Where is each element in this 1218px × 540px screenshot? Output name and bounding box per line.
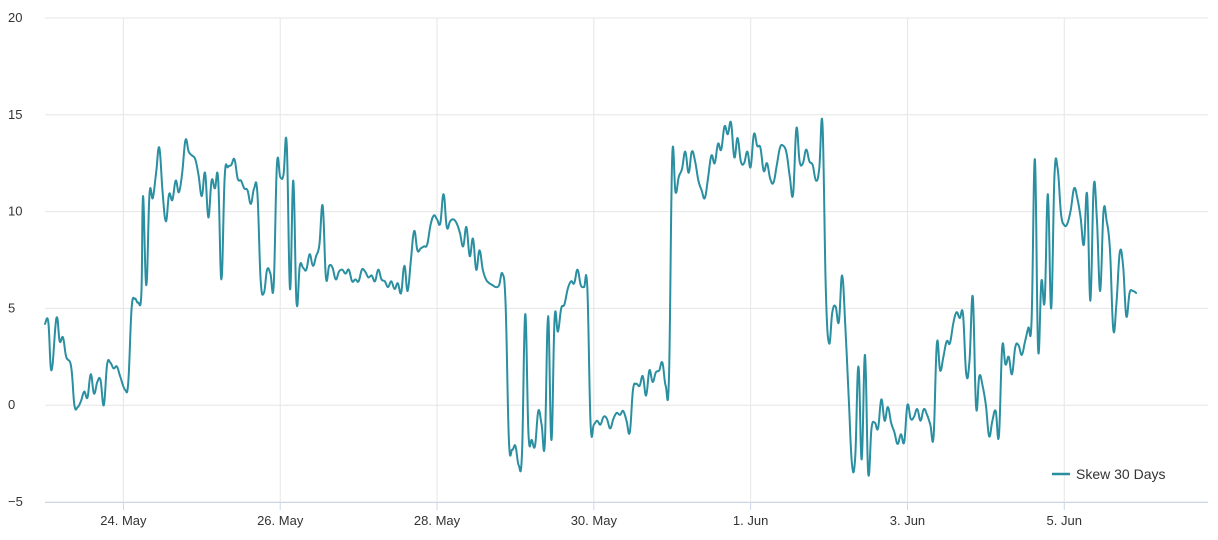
legend-label: Skew 30 Days (1076, 466, 1165, 482)
y-tick-label: 20 (8, 10, 22, 25)
y-tick-label: 5 (8, 300, 15, 315)
x-tick-label: 28. May (414, 513, 461, 528)
y-tick-label: 10 (8, 204, 22, 219)
x-tick-label: 1. Jun (733, 513, 768, 528)
series-line[interactable] (44, 117, 1138, 477)
x-tick-label: 24. May (100, 513, 147, 528)
y-tick-label: 15 (8, 107, 22, 122)
x-tick-label: 26. May (257, 513, 304, 528)
y-tick-label: 0 (8, 397, 15, 412)
grid-lines (45, 17, 1208, 503)
x-tick-label: 30. May (571, 513, 618, 528)
legend[interactable]: Skew 30 Days (1052, 466, 1165, 482)
axes: −5 0 5 10 15 20 24. May 26. May 28. May 30. May 1.… (8, 10, 1208, 528)
x-tick-label: 3. Jun (890, 513, 925, 528)
y-tick-label: −5 (8, 494, 23, 509)
series-layer (44, 117, 1138, 477)
x-tick-label: 5. Jun (1047, 513, 1082, 528)
